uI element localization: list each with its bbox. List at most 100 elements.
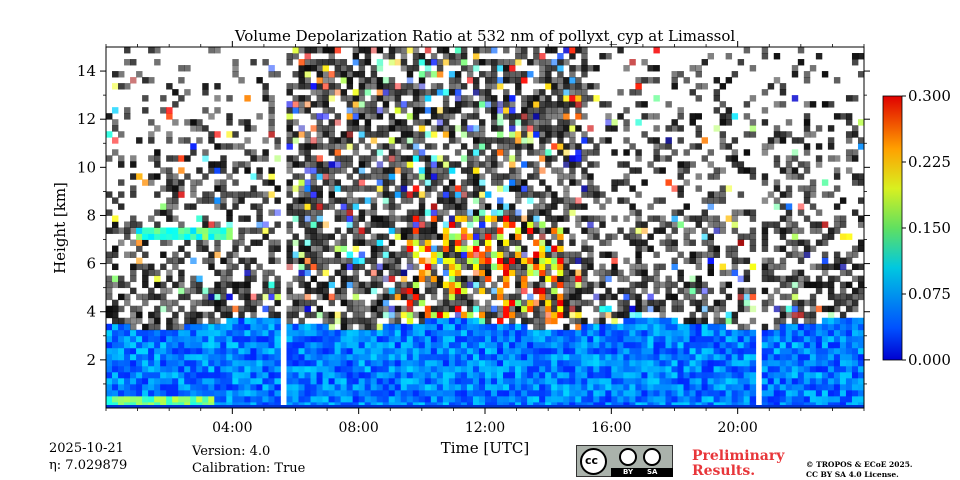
heatmap-cell (515, 179, 522, 186)
heatmap-cell (472, 185, 480, 192)
heatmap-cell (238, 293, 245, 301)
heatmap-cell (328, 131, 336, 138)
heatmap-cell (274, 185, 281, 192)
heatmap-cell (845, 365, 853, 373)
heatmap-cell (833, 293, 841, 301)
heatmap-cell (857, 179, 864, 186)
heatmap-cell (701, 83, 708, 90)
heatmap-cell (503, 71, 510, 78)
heatmap-cell (623, 287, 630, 295)
heatmap-cell (460, 293, 468, 301)
heatmap-cell (641, 371, 648, 379)
heatmap-cell (298, 107, 305, 114)
heatmap-cell (605, 341, 612, 349)
heatmap-cell (521, 395, 528, 403)
heatmap-cell (773, 53, 781, 60)
heatmap-cell (677, 167, 684, 174)
heatmap-cell (773, 185, 781, 192)
heatmap-cell (292, 197, 299, 204)
heatmap-cell (406, 239, 414, 246)
heatmap-cell (617, 395, 624, 403)
heatmap-cell (575, 299, 582, 307)
heatmap-cell (671, 353, 678, 361)
heatmap-cell (761, 89, 769, 96)
heatmap-cell (857, 119, 864, 126)
heatmap-cell (539, 101, 546, 108)
heatmap-cell (617, 161, 624, 168)
heatmap-cell (268, 383, 275, 391)
heatmap-cell (605, 377, 612, 385)
heatmap-cell (803, 317, 811, 325)
heatmap-cell (857, 143, 864, 150)
heatmap-cell (527, 347, 534, 355)
heatmap-cell (466, 191, 474, 198)
heatmap-cell (316, 353, 323, 361)
heatmap-cell (803, 341, 811, 349)
heatmap-cell (539, 377, 546, 385)
heatmap-cell (454, 59, 462, 66)
heatmap-cell (581, 245, 588, 252)
heatmap-cell (190, 275, 197, 283)
heatmap-cell (851, 377, 859, 385)
heatmap-cell (160, 209, 167, 216)
heatmap-cell (262, 335, 269, 343)
heatmap-cell (551, 113, 558, 120)
heatmap-cell (196, 329, 203, 337)
heatmap-cell (154, 47, 161, 54)
heatmap-cell (310, 401, 317, 408)
heatmap-cell (629, 365, 636, 373)
heatmap-cell (857, 317, 864, 325)
heatmap-cell (190, 257, 197, 264)
heatmap-cell (454, 263, 462, 271)
heatmap-cell (196, 125, 203, 132)
heatmap-cell (803, 215, 811, 222)
heatmap-cell (346, 119, 354, 126)
heatmap-cell (485, 365, 492, 373)
heatmap-cell (545, 341, 552, 349)
heatmap-cell (196, 119, 203, 126)
heatmap-cell (503, 263, 510, 271)
heatmap-cell (491, 335, 498, 343)
heatmap-cell (671, 227, 678, 234)
heatmap-cell (791, 341, 799, 349)
heatmap-cell (106, 281, 113, 289)
heatmap-cell (298, 335, 305, 343)
heatmap-cell (220, 401, 227, 408)
heatmap-cell (653, 155, 660, 162)
heatmap-cell (839, 317, 847, 325)
heatmap-cell (316, 245, 323, 252)
heatmap-cell (130, 185, 137, 192)
heatmap-cell (376, 77, 384, 84)
heatmap-cell (731, 347, 739, 355)
heatmap-cell (352, 59, 360, 66)
heatmap-cell (370, 389, 378, 397)
heatmap-cell (677, 359, 684, 367)
heatmap-cell (334, 383, 342, 391)
heatmap-cell (527, 395, 534, 403)
heatmap-cell (569, 335, 576, 343)
heatmap-cell (436, 365, 444, 373)
heatmap-cell (400, 377, 408, 385)
heatmap-cell (653, 329, 660, 337)
heatmap-cell (214, 161, 221, 168)
heatmap-cell (358, 281, 366, 289)
heatmap-cell (569, 311, 576, 319)
heatmap-cell (364, 221, 372, 228)
heatmap-cell (316, 383, 323, 391)
heatmap-cell (316, 65, 323, 72)
heatmap-cell (478, 311, 486, 319)
heatmap-cell (352, 317, 360, 325)
heatmap-cell (328, 179, 336, 186)
heatmap-cell (172, 251, 179, 258)
heatmap-cell (388, 197, 396, 204)
heatmap-cell (436, 257, 444, 264)
heatmap-cell (478, 185, 486, 192)
heatmap-cell (340, 263, 348, 271)
heatmap-cell (833, 185, 841, 192)
heatmap-cell (509, 209, 516, 216)
heatmap-cell (515, 113, 522, 120)
heatmap-cell (605, 233, 612, 240)
heatmap-cell (244, 149, 251, 156)
heatmap-cell (761, 329, 769, 337)
heatmap-cell (340, 257, 348, 264)
